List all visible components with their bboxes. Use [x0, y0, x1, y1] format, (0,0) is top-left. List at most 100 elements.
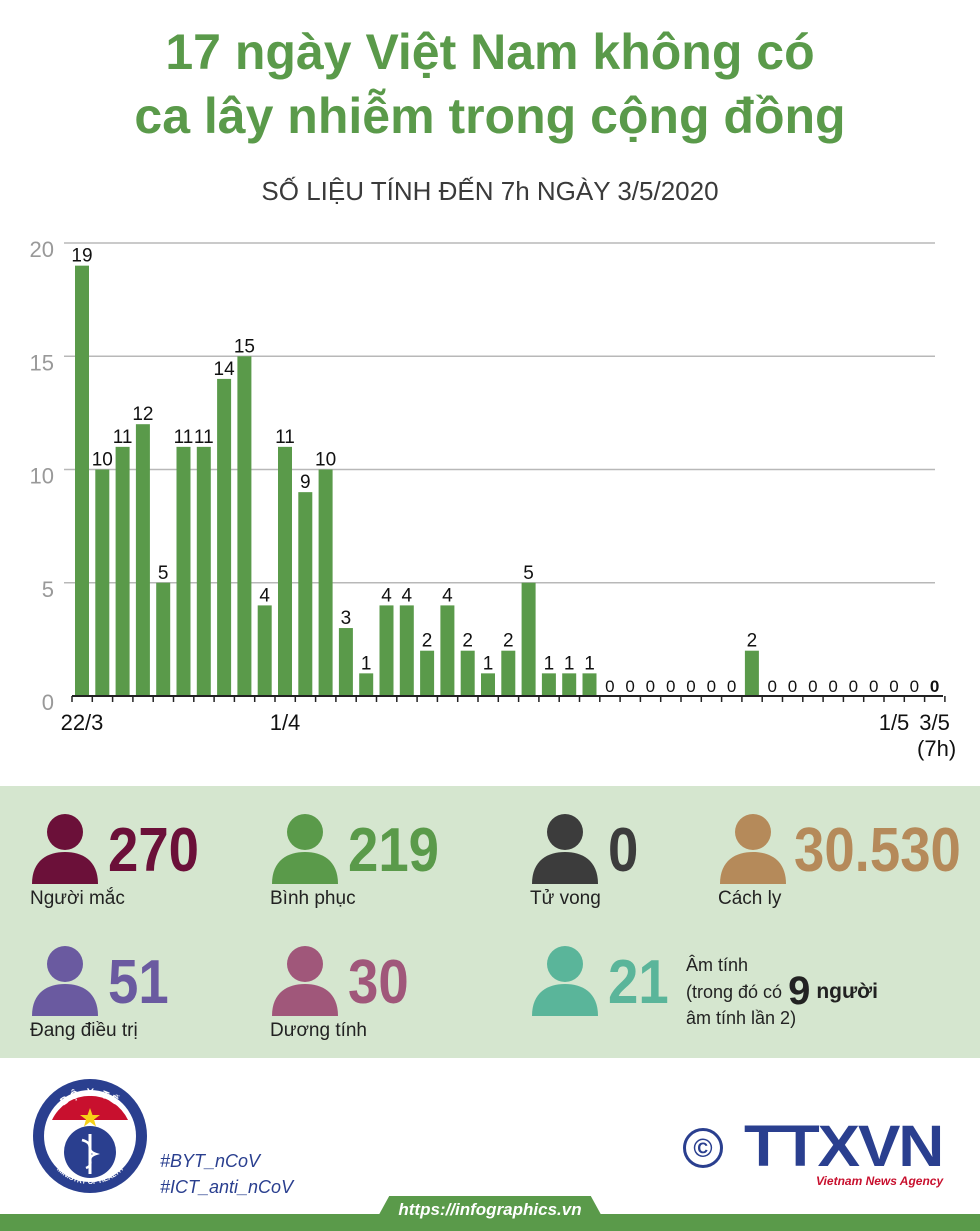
data-label: 2: [503, 631, 514, 652]
data-label: 4: [381, 585, 392, 606]
url-tab: [370, 1196, 610, 1231]
y-tick-label: 0: [42, 690, 54, 715]
hashtag-ict[interactable]: #ICT_anti_nCoV: [160, 1177, 294, 1197]
stat-isolated-value: 30.530: [794, 816, 961, 885]
data-label: 0: [767, 677, 776, 696]
data-label: 2: [462, 631, 473, 652]
data-label: 0: [788, 677, 797, 696]
person-icon: [32, 946, 98, 1016]
site-url-link[interactable]: https://infographics.vn: [398, 1200, 582, 1219]
negative-label-count: 9: [788, 969, 811, 1013]
data-label: 0: [686, 677, 695, 696]
title-line-2: ca lây nhiễm trong cộng đồng: [134, 88, 846, 144]
data-label: 9: [300, 472, 311, 493]
data-label: 1: [544, 653, 555, 674]
person-icon: [720, 814, 786, 884]
stats-panel: [0, 786, 980, 1058]
data-label: 12: [132, 404, 153, 425]
data-label: 5: [523, 563, 534, 584]
stat-recovered-value: 219: [348, 816, 440, 885]
stat-negative-value: 21: [608, 948, 669, 1017]
bar: [135, 424, 150, 696]
stat-positive-value: 30: [348, 948, 409, 1017]
bar: [156, 582, 171, 696]
title-line-1: 17 ngày Việt Nam không có: [165, 24, 815, 80]
data-label: 3: [341, 608, 352, 629]
bar: [257, 605, 272, 696]
person-body: [720, 852, 786, 884]
person-icon: [32, 814, 98, 884]
agency-name: Vietnam News Agency: [816, 1174, 944, 1188]
person-head: [547, 946, 583, 982]
stat-infected-label: Người mắc: [30, 888, 125, 909]
stat-recovered-label: Bình phục: [270, 888, 356, 909]
data-label: 1: [483, 653, 494, 674]
data-label: 11: [174, 427, 194, 448]
ministry-of-health-logo: BỘ Y TẾ MINISTRY OF HEALTH: [33, 1079, 147, 1193]
data-label: 11: [113, 427, 133, 448]
data-label: 10: [315, 450, 336, 471]
bar: [278, 446, 292, 696]
data-label: 0: [869, 677, 878, 696]
data-label: 1: [584, 653, 595, 674]
stat-infected-value: 270: [108, 816, 200, 885]
person-body: [32, 852, 98, 884]
data-label: 0: [889, 677, 898, 696]
data-label: 19: [71, 246, 92, 267]
data-label: 4: [442, 585, 453, 606]
person-icon: [532, 946, 598, 1016]
stat-treating-value: 51: [108, 948, 169, 1017]
data-label: 10: [92, 450, 113, 471]
bar: [95, 469, 110, 696]
bar: [338, 628, 353, 696]
data-label: 0: [910, 677, 919, 696]
y-tick-label: 10: [30, 464, 54, 489]
page-title: 17 ngày Việt Nam không có ca lây nhiễm t…: [0, 20, 980, 148]
bar: [440, 605, 455, 696]
person-head: [47, 814, 83, 850]
person-body: [532, 852, 598, 884]
stat-isolated-label: Cách ly: [718, 888, 782, 909]
data-label: 0: [930, 677, 939, 696]
person-head: [735, 814, 771, 850]
person-body: [272, 852, 338, 884]
bar: [318, 469, 333, 696]
negative-label-pre: (trong đó có: [686, 982, 783, 1002]
hashtag-byt[interactable]: #BYT_nCoV: [160, 1151, 261, 1171]
stat-treating-label: Đang điều trị: [30, 1020, 138, 1041]
data-label: 5: [158, 563, 169, 584]
data-label: 0: [646, 677, 655, 696]
data-label: 4: [259, 585, 270, 606]
person-head: [47, 946, 83, 982]
data-label: 15: [234, 336, 255, 357]
bar: [501, 650, 516, 696]
data-label: 2: [747, 631, 758, 652]
stat-deaths-value: 0: [608, 816, 639, 885]
data-label: 0: [625, 677, 634, 696]
bar: [196, 446, 211, 696]
bar: [176, 446, 191, 696]
person-head: [287, 946, 323, 982]
person-body: [532, 984, 598, 1016]
stat-deaths-label: Tử vong: [530, 888, 601, 909]
x-tick-label: 3/5: [919, 710, 950, 735]
bar: [460, 650, 475, 696]
bar: [744, 650, 759, 696]
x-tick-label: 1/4: [270, 710, 301, 735]
stat-positive-label: Dương tính: [270, 1020, 368, 1041]
y-tick-label: 5: [42, 577, 54, 602]
chart-subtitle: SỐ LIỆU TÍNH ĐẾN 7h NGÀY 3/5/2020: [261, 176, 719, 206]
negative-label-line1: Âm tính: [686, 955, 749, 975]
person-icon: [272, 946, 338, 1016]
data-label: 0: [808, 677, 817, 696]
data-label: 0: [828, 677, 837, 696]
hashtags: #BYT_nCoV #ICT_anti_nCoV: [160, 1148, 293, 1200]
bar: [399, 605, 414, 696]
person-body: [272, 984, 338, 1016]
data-label: 0: [707, 677, 716, 696]
data-label: 4: [402, 585, 413, 606]
data-label: 11: [275, 427, 295, 448]
data-label: 1: [564, 653, 575, 674]
data-label: 0: [727, 677, 736, 696]
